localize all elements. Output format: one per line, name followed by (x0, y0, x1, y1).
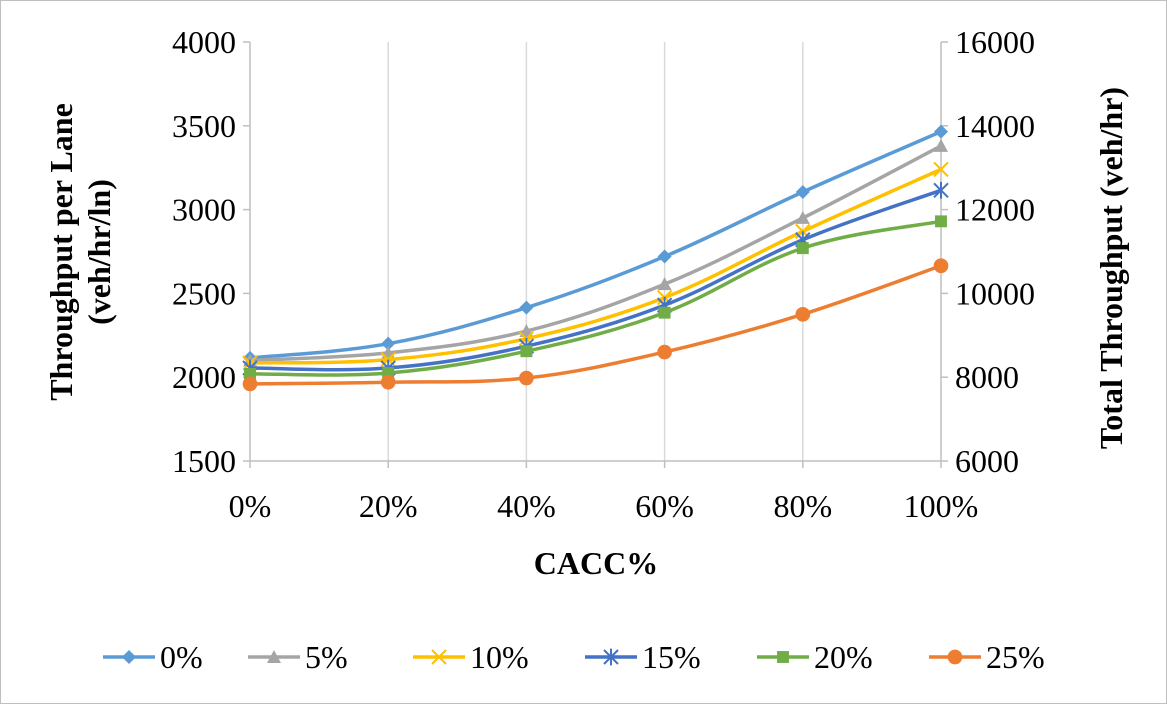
y-tick-label: 3500 (172, 108, 236, 144)
legend-item: 10% (413, 639, 529, 675)
data-point-marker (657, 344, 672, 360)
y-axis-title-line2: (veh/hr/ln) (81, 179, 117, 325)
series-25pct (242, 258, 949, 392)
y2-tick-label: 8000 (955, 359, 1019, 395)
data-point-marker (795, 210, 810, 224)
y2-tick-label: 10000 (955, 275, 1035, 311)
marker-stroke (933, 161, 949, 178)
y2-tick-label: 12000 (955, 192, 1035, 228)
axes (249, 42, 942, 462)
data-point-marker (519, 300, 534, 315)
legend-item: 15% (585, 639, 701, 675)
data-point-marker (935, 215, 947, 228)
data-point-marker (947, 649, 963, 665)
legend-item: 25% (929, 639, 1045, 675)
y2-tick-label: 16000 (955, 24, 1035, 60)
series-line (249, 219, 942, 377)
data-point-marker (519, 370, 534, 386)
series-line (249, 167, 942, 365)
legend: 0% 5% 10% 15% 20% 25% (103, 639, 1045, 675)
x-tick-label: 100% (904, 488, 979, 524)
data-point-marker (603, 648, 619, 666)
y-tick-label: 2500 (172, 275, 236, 311)
legend-label: 20% (814, 639, 873, 675)
y-tick-label: 3000 (172, 192, 236, 228)
data-point-marker (777, 651, 789, 663)
y-tick-label: 2000 (172, 359, 236, 395)
data-point-marker (380, 374, 396, 390)
x-tick-labels: 0% 20% 40% 60% 80% 100% (229, 488, 979, 524)
data-point-marker (657, 277, 672, 291)
series-20pct (244, 215, 947, 380)
y-tick-labels: 1500 2000 2500 3000 3500 4000 (172, 24, 236, 479)
gridlines (243, 41, 948, 468)
legend-item: 20% (757, 639, 873, 675)
x-axis-title: CACC% (534, 545, 658, 581)
legend-label: 5% (305, 639, 348, 675)
data-point-marker (381, 336, 396, 351)
data-point-marker (933, 181, 949, 199)
marker-stroke (431, 649, 447, 665)
y2-tick-label: 14000 (955, 108, 1035, 144)
data-point-marker (520, 345, 533, 358)
y-tick-label: 1500 (172, 443, 236, 479)
data-point-marker (795, 307, 811, 322)
legend-label: 25% (986, 639, 1045, 675)
series-line (249, 264, 942, 386)
data-point-marker (795, 185, 810, 200)
data-point-marker (796, 242, 809, 255)
data-point-marker (934, 138, 948, 152)
x-tick-label: 0% (229, 488, 272, 524)
legend-label: 0% (160, 639, 203, 675)
y2-tick-label: 6000 (955, 443, 1019, 479)
y-axis-title-line1: Throughput per Lane (43, 103, 79, 401)
data-point-marker (244, 367, 256, 380)
series-line (249, 144, 942, 363)
series-line (249, 188, 942, 372)
x-tick-label: 60% (635, 488, 694, 524)
legend-item: 5% (248, 639, 348, 675)
legend-label: 15% (642, 639, 701, 675)
data-point-marker (431, 649, 447, 665)
y-tick-label: 4000 (172, 24, 236, 60)
series-lines (242, 124, 949, 392)
series-10pct (242, 161, 949, 371)
data-point-marker (382, 367, 395, 379)
legend-item: 0% (103, 639, 203, 675)
x-tick-label: 80% (773, 488, 832, 524)
legend-label: 10% (470, 639, 529, 675)
data-point-marker (933, 161, 949, 178)
x-tick-label: 40% (497, 488, 556, 524)
data-point-marker (658, 306, 671, 319)
data-point-marker (934, 124, 948, 139)
y2-axis-title: Total Throughput (veh/hr) (1093, 87, 1129, 449)
data-point-marker (267, 650, 281, 663)
data-point-marker (242, 376, 258, 392)
y2-tick-labels: 6000 8000 10000 12000 14000 16000 (955, 24, 1035, 479)
data-point-marker (657, 249, 672, 264)
data-point-marker (122, 650, 136, 664)
series-15pct (242, 181, 949, 377)
series-line (249, 130, 942, 360)
data-point-marker (933, 258, 949, 274)
x-tick-label: 20% (359, 488, 418, 524)
